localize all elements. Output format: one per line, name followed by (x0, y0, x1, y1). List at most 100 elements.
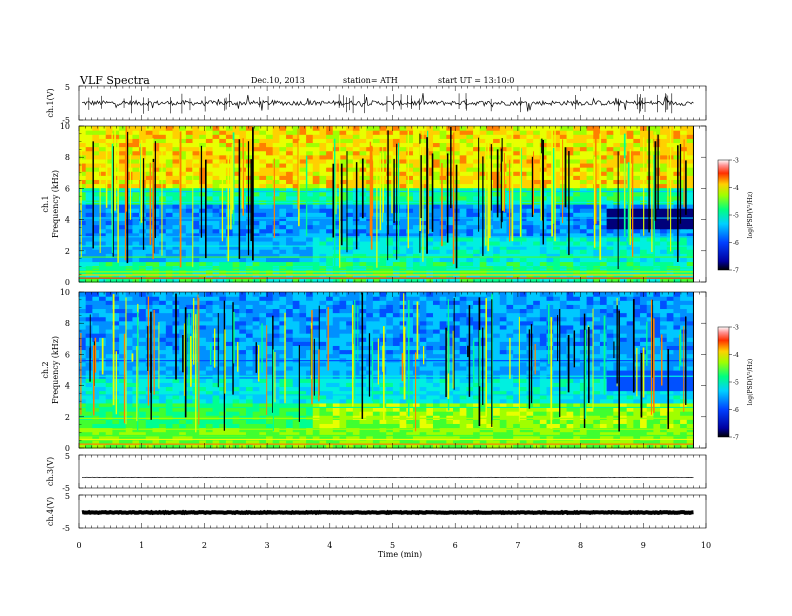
spectrogram-cell (139, 159, 146, 164)
spectrogram-cell (86, 220, 93, 225)
spectrogram-cell (206, 208, 213, 213)
spectrogram-cell (139, 212, 146, 217)
spectrogram-cell (460, 175, 467, 180)
spectrogram-cell (119, 130, 126, 135)
spectrogram-cell (313, 175, 320, 180)
spectrogram-cell (173, 423, 180, 428)
spectrogram-cell (360, 411, 367, 416)
spectrogram-cell (79, 147, 86, 152)
spectrogram-cell (540, 419, 547, 424)
spectrogram-cell (400, 261, 407, 266)
spectrogram-cell (219, 423, 226, 428)
spectrogram-cell (647, 229, 654, 234)
spectrogram-cell (607, 155, 614, 160)
spectrogram-cell (633, 423, 640, 428)
spectrogram-cell (219, 419, 226, 424)
spectrogram-cell (79, 257, 86, 262)
spectrogram-cell (433, 179, 440, 184)
spectrogram-cell (466, 225, 473, 230)
spectrogram-cell (366, 423, 373, 428)
spectrogram-cell (613, 212, 620, 217)
spectrogram-cell (533, 220, 540, 225)
spectrogram-cell (613, 192, 620, 197)
start-time-label: start UT = 13:10:0 (438, 76, 514, 85)
spectrogram-cell (400, 229, 407, 234)
spectrogram-cell (173, 212, 180, 217)
spectrogram-cell (533, 171, 540, 176)
spectrogram-cell (286, 225, 293, 230)
spectrogram-cell (286, 204, 293, 209)
spectrogram-cell (620, 241, 627, 246)
spectrogram-cell (607, 261, 614, 266)
spectrogram-cell (273, 126, 280, 131)
spectrogram-cell (640, 126, 647, 131)
spectrogram-cell (213, 216, 220, 221)
spectrogram-cell (513, 155, 520, 160)
spectrogram-cell (406, 257, 413, 262)
spectrogram-cell (406, 419, 413, 424)
spectrogram-cell (132, 415, 139, 420)
spectrogram-cell (513, 196, 520, 201)
spectrogram-cell (587, 171, 594, 176)
spectrogram-cell (273, 151, 280, 156)
spectrogram-cell (146, 183, 153, 188)
spectrogram-cell (567, 183, 574, 188)
spectrogram-cell (520, 423, 527, 428)
spectrogram-cell (573, 216, 580, 221)
spectrogram-cell (660, 261, 667, 266)
spectrogram-cell (79, 138, 86, 143)
spectrogram-cell (99, 142, 106, 147)
spectrogram-cell (173, 229, 180, 234)
spectrogram-cell (173, 415, 180, 420)
spectrogram-cell (660, 167, 667, 172)
spectrogram-cell (159, 249, 166, 254)
spectrogram-cell (306, 147, 313, 152)
spectrogram-cell (286, 220, 293, 225)
spectrogram-cell (633, 175, 640, 180)
spectrogram-cell (152, 411, 159, 416)
spectrogram-cell (520, 257, 527, 262)
spectrogram-cell (413, 411, 420, 416)
spectrogram-cell (553, 142, 560, 147)
spectrogram-cell (400, 204, 407, 209)
spectrogram-cell (246, 419, 253, 424)
spectrogram-cell (460, 419, 467, 424)
spectrogram-cell (299, 130, 306, 135)
spectrogram-cell (620, 134, 627, 139)
spectrogram-cell (533, 216, 540, 221)
spectrogram-cell (526, 411, 533, 416)
spectrogram-cell (213, 225, 220, 230)
spectrogram-cell (386, 423, 393, 428)
spectrogram-cell (139, 138, 146, 143)
spectrogram-cell (132, 216, 139, 221)
spectrogram-cell (486, 423, 493, 428)
spectrogram-cell (286, 163, 293, 168)
spectrogram-cell (460, 229, 467, 234)
spectrogram-cell (673, 415, 680, 420)
spectrogram-cell (139, 225, 146, 230)
spectrogram-cell (560, 419, 567, 424)
spectrogram-cell (119, 415, 126, 420)
spectrogram-cell (166, 423, 173, 428)
spectrogram-cell (633, 261, 640, 266)
spectrogram-cell (159, 171, 166, 176)
spectrogram-cell (306, 261, 313, 266)
spectrogram-cell (513, 179, 520, 184)
spectrogram-cell (313, 208, 320, 213)
spectrogram-cell (173, 167, 180, 172)
spectrogram-cell (146, 163, 153, 168)
spectrogram-cell (647, 220, 654, 225)
spectrogram-cell (139, 237, 146, 242)
spectrogram-cell (547, 261, 554, 266)
spectrogram-cell (186, 179, 193, 184)
spectrogram-cell (386, 415, 393, 420)
spectrogram-cell (246, 423, 253, 428)
spectrogram-cell (446, 130, 453, 135)
spectrogram-cell (647, 423, 654, 428)
spectrogram-cell (86, 208, 93, 213)
spectrogram-cell (346, 411, 353, 416)
spectrogram-cell (346, 415, 353, 420)
spectrogram-cell (413, 155, 420, 160)
spectrogram-cell (193, 167, 200, 172)
spectrogram-cell (132, 183, 139, 188)
